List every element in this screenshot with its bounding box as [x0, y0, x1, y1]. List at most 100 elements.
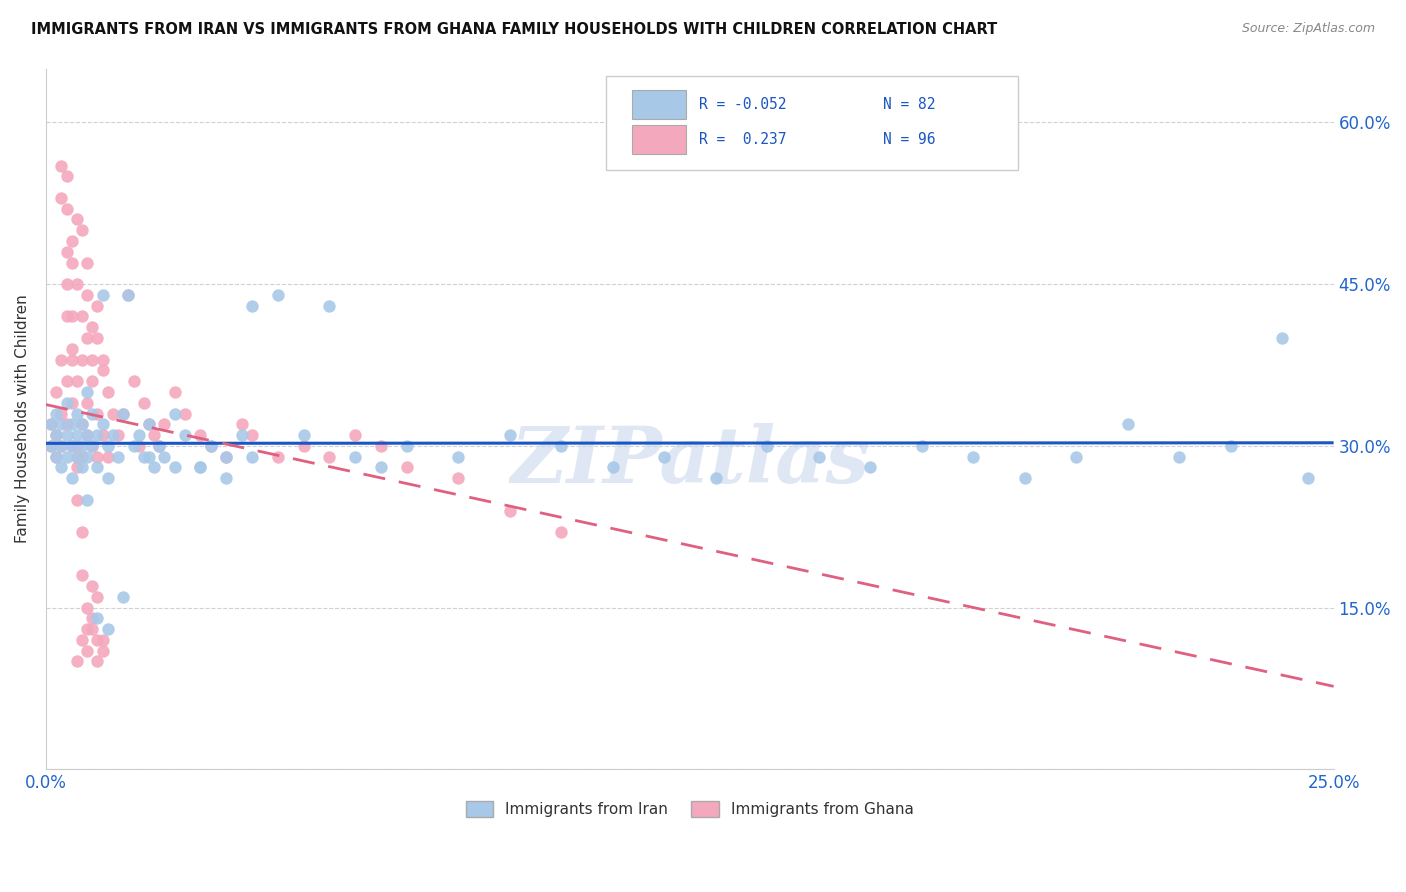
Point [55, 169, 77, 184]
Point [76, 428, 98, 442]
Point [55, 244, 77, 259]
Point [45, 450, 67, 464]
Point [395, 439, 418, 453]
Point [51, 460, 73, 475]
Point [45, 450, 67, 464]
Point [60, 439, 83, 453]
Point [117, 288, 139, 302]
Point [107, 450, 129, 464]
Point [128, 439, 150, 453]
Point [343, 428, 366, 442]
Point [82, 407, 104, 421]
Point [51, 159, 73, 173]
Point [82, 611, 104, 625]
Point [112, 407, 135, 421]
Point [51, 191, 73, 205]
Point [86, 450, 108, 464]
Point [70, 417, 93, 432]
Point [1014, 471, 1036, 485]
Point [70, 525, 93, 540]
Point [60, 255, 83, 269]
FancyBboxPatch shape [606, 76, 1018, 170]
Point [86, 428, 108, 442]
Point [174, 428, 197, 442]
Point [97, 622, 120, 636]
Legend: Immigrants from Iran, Immigrants from Ghana: Immigrants from Iran, Immigrants from Gh… [458, 794, 921, 825]
Point [101, 407, 124, 421]
Point [76, 643, 98, 657]
Point [86, 331, 108, 345]
Point [231, 428, 253, 442]
Point [70, 417, 93, 432]
Point [1116, 417, 1139, 432]
Point [370, 460, 392, 475]
Point [66, 450, 89, 464]
Point [66, 655, 89, 669]
Point [60, 471, 83, 485]
Point [45, 407, 67, 421]
Point [86, 460, 108, 475]
Point [82, 374, 104, 388]
Point [1296, 471, 1319, 485]
Point [128, 428, 150, 442]
Point [292, 439, 315, 453]
Point [82, 579, 104, 593]
Point [97, 439, 120, 453]
Point [91, 288, 114, 302]
Point [370, 439, 392, 453]
Point [318, 299, 340, 313]
Point [112, 590, 135, 604]
Point [112, 407, 135, 421]
Point [267, 450, 290, 464]
Text: N = 96: N = 96 [883, 133, 935, 147]
Point [215, 471, 238, 485]
Point [1271, 331, 1294, 345]
Text: R = -0.052: R = -0.052 [699, 97, 786, 112]
Point [51, 439, 73, 453]
Point [132, 450, 155, 464]
Point [86, 655, 108, 669]
Point [70, 450, 93, 464]
Point [200, 439, 222, 453]
Point [45, 428, 67, 442]
Text: Source: ZipAtlas.com: Source: ZipAtlas.com [1241, 22, 1375, 36]
Point [60, 352, 83, 367]
Y-axis label: Family Households with Children: Family Households with Children [15, 294, 30, 543]
Point [190, 460, 212, 475]
Point [200, 439, 222, 453]
Point [66, 492, 89, 507]
Point [70, 223, 93, 237]
Point [76, 331, 98, 345]
Point [148, 439, 170, 453]
Point [76, 288, 98, 302]
Point [138, 417, 160, 432]
Point [91, 417, 114, 432]
Point [240, 299, 263, 313]
Point [117, 288, 139, 302]
Point [163, 407, 186, 421]
Point [55, 202, 77, 216]
Point [76, 492, 98, 507]
Point [66, 428, 89, 442]
Point [66, 374, 89, 388]
Point [60, 342, 83, 356]
Point [70, 568, 93, 582]
Point [550, 525, 572, 540]
Point [122, 439, 145, 453]
FancyBboxPatch shape [631, 89, 686, 119]
Point [962, 450, 984, 464]
Point [138, 417, 160, 432]
Point [807, 450, 830, 464]
Point [240, 450, 263, 464]
Point [107, 428, 129, 442]
Point [343, 450, 366, 464]
Point [60, 417, 83, 432]
Point [55, 374, 77, 388]
Point [51, 417, 73, 432]
Point [859, 460, 882, 475]
Point [55, 310, 77, 324]
Point [122, 374, 145, 388]
Point [143, 460, 166, 475]
Point [66, 439, 89, 453]
Point [60, 439, 83, 453]
